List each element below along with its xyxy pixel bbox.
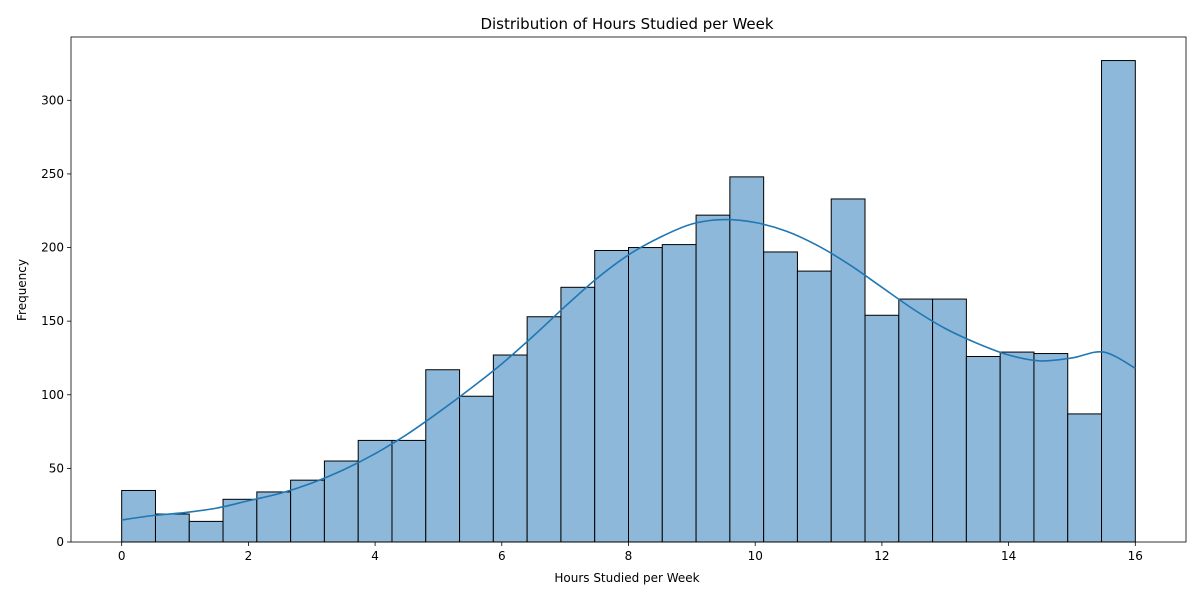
chart-title: Distribution of Hours Studied per Week: [480, 15, 773, 33]
y-tick-label: 150: [41, 314, 64, 328]
histogram-bar: [898, 298, 934, 543]
y-tick-label: 50: [49, 461, 64, 475]
histogram-bar: [864, 314, 900, 543]
histogram-bar: [796, 270, 832, 543]
histogram-bar: [357, 439, 393, 543]
kde-curve: [121, 218, 1136, 521]
histogram-bar: [695, 214, 731, 543]
x-tick-label: 0: [118, 549, 126, 563]
histogram-bar: [1101, 60, 1136, 543]
histogram-bar: [999, 351, 1035, 543]
histogram-bar: [628, 247, 663, 543]
histogram-bar: [459, 395, 494, 543]
y-tick-label: 200: [41, 241, 64, 255]
bars-group: [121, 60, 1136, 543]
x-tick-label: 16: [1128, 549, 1143, 563]
histogram-bar: [763, 251, 798, 543]
histogram-bar: [425, 369, 461, 543]
histogram-bar: [1033, 353, 1069, 543]
histogram-bar: [932, 298, 967, 543]
y-tick-label: 300: [41, 93, 64, 107]
y-axis-label: Frequency: [15, 259, 29, 321]
histogram-bar: [222, 498, 258, 543]
y-axis-ticks: 0 50 100 150 200 250 300: [41, 93, 71, 549]
x-tick-label: 6: [498, 549, 506, 563]
x-tick-label: 4: [371, 549, 379, 563]
y-tick-label: 100: [41, 388, 64, 402]
x-tick-label: 2: [245, 549, 253, 563]
histogram-bar: [661, 244, 697, 543]
histogram-bar: [188, 520, 224, 543]
histogram-bar: [560, 286, 596, 543]
histogram-bar: [256, 491, 292, 543]
histogram-bar: [492, 354, 528, 543]
y-tick-label: 0: [56, 535, 64, 549]
x-tick-label: 8: [625, 549, 633, 563]
y-tick-label: 250: [41, 167, 64, 181]
histogram-bar: [154, 513, 190, 543]
x-tick-label: 14: [1001, 549, 1016, 563]
histogram-bar: [729, 176, 765, 543]
histogram-bar: [965, 355, 1001, 543]
histogram-bar: [323, 460, 359, 543]
x-tick-label: 10: [748, 549, 763, 563]
x-axis-ticks: 0 2 4 6 8 10 12 14 16: [118, 542, 1143, 563]
x-axis-label: Hours Studied per Week: [554, 571, 699, 585]
histogram-bar: [1067, 413, 1103, 543]
x-tick-label: 12: [874, 549, 889, 563]
histogram-bar: [830, 198, 866, 543]
histogram-bar: [526, 316, 562, 543]
histogram-bar: [391, 439, 427, 543]
histogram-bar: [594, 249, 629, 543]
